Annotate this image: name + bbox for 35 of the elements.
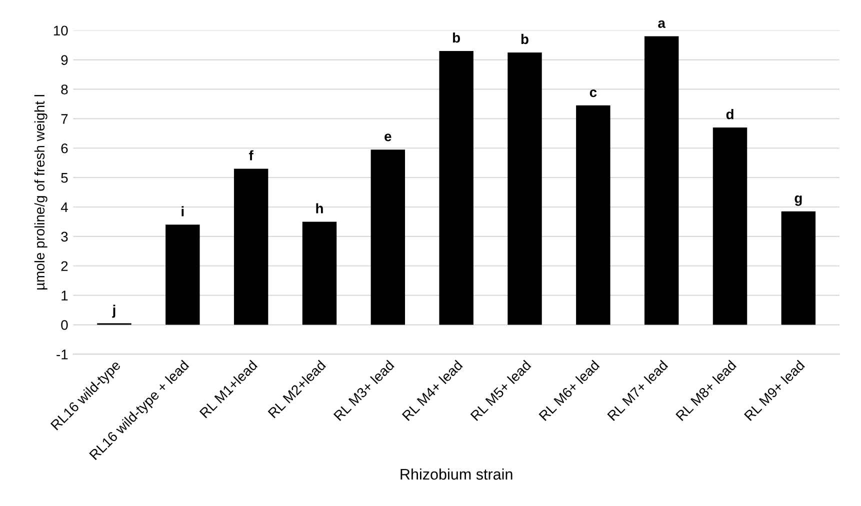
y-axis-title: µmole proline/g of fresh weight l (34, 95, 48, 290)
bar (712, 128, 748, 325)
annotation: i (182, 206, 184, 216)
bar (781, 211, 816, 325)
bar (644, 36, 679, 325)
y-tick-label: 4 (60, 202, 68, 212)
bar (370, 150, 406, 325)
annotation: j (112, 304, 116, 318)
bar (166, 224, 200, 325)
annotation: b (521, 34, 528, 44)
bar (234, 168, 268, 325)
annotation: d (726, 109, 734, 120)
y-tick-label: 0 (61, 320, 68, 330)
y-tick-label: 6 (61, 143, 68, 154)
annotation: h (316, 203, 323, 214)
bar (302, 222, 337, 325)
annotation: g (794, 195, 802, 206)
y-tick-label: 2 (61, 261, 68, 271)
y-tick-label: 9 (61, 55, 68, 65)
y-tick-label: 1 (62, 290, 68, 300)
annotation: a (658, 20, 666, 28)
annotation: b (453, 32, 460, 43)
bar (576, 105, 610, 325)
y-tick-label: 10 (54, 26, 68, 36)
y-tick-label: 7 (61, 114, 68, 124)
y-tick-label: 5 (61, 173, 68, 183)
y-tick-label: 3 (61, 232, 68, 242)
y-tick-label: 8 (61, 84, 68, 94)
annotation: e (384, 134, 392, 142)
bar (508, 52, 542, 325)
x-axis-title: Rhizobium strain (400, 468, 512, 480)
y-tick-label: -1 (56, 350, 68, 360)
annotation: c (590, 90, 597, 98)
bar (439, 50, 474, 325)
annotation: f (249, 150, 254, 160)
